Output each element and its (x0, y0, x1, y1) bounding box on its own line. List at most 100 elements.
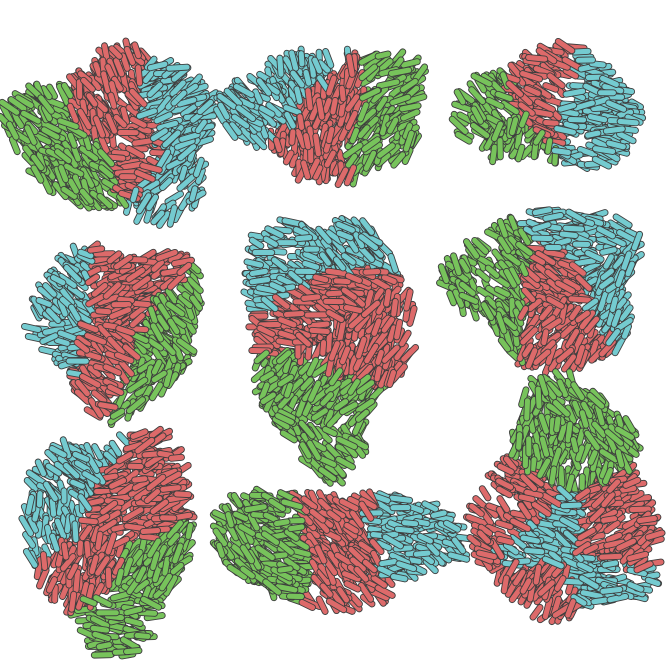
bacterium-cell (167, 453, 185, 462)
bacterium-cell (325, 289, 344, 298)
bacterium-cell (362, 268, 382, 276)
bacterium-cell (67, 177, 80, 195)
bacterium-cell (90, 651, 115, 659)
bacterium-cell (125, 144, 146, 160)
bacterium-cell (282, 149, 295, 166)
colony-9 (462, 368, 666, 626)
bacterium-cell (128, 87, 148, 108)
bacterium-cell (113, 113, 128, 129)
bacterium-cell (358, 63, 379, 82)
colony-8 (209, 485, 478, 615)
bacterium-cell (389, 504, 412, 512)
bacterium-cell (294, 234, 314, 243)
bacterium-cell (276, 54, 285, 78)
bacterium-cell (35, 490, 44, 509)
bacterium-cell (60, 82, 74, 100)
bacterium-cell (104, 566, 113, 589)
bacterium-cell (30, 153, 45, 172)
bacterium-cell (356, 124, 371, 140)
colony-6 (436, 206, 645, 377)
bacterium-cell (344, 110, 359, 131)
bacterium-cell (164, 190, 184, 206)
bacterium-cell (139, 527, 162, 535)
bacterium-cell (66, 131, 78, 149)
bacterium-cell (97, 148, 116, 168)
bacterium-cell (131, 41, 142, 60)
bacterium-cell (139, 162, 163, 174)
bacterium-cell (97, 164, 115, 180)
colony-4 (21, 240, 205, 428)
bacterium-cell (308, 326, 331, 335)
bacterium-cell (390, 151, 407, 169)
bacterium-cell (404, 93, 428, 105)
bacterium-cell (178, 131, 201, 143)
bacterium-cell (75, 78, 84, 100)
bacterium-cell (76, 108, 93, 131)
bacterium-cell (5, 120, 20, 141)
bacterium-cell (251, 249, 276, 256)
bacterium-cell (123, 647, 143, 656)
bacterium-cell (496, 137, 504, 161)
colony-5 (240, 215, 420, 487)
bacterium-cell (319, 339, 328, 357)
bacterium-cell (7, 96, 28, 113)
bacterium-cell (597, 89, 617, 97)
bacterium-cell (116, 129, 140, 137)
colony-3 (448, 37, 647, 172)
bacterium-cell (412, 549, 432, 558)
colony-1 (0, 37, 221, 229)
bacterium-cell (302, 245, 321, 253)
bacterium-cell (135, 107, 158, 120)
bacterium-cell (156, 119, 179, 132)
bacterium-cell (135, 192, 153, 215)
bacterium-cell (192, 156, 205, 178)
bacterium-cell (222, 121, 239, 141)
bacterium-cell (571, 240, 592, 248)
bacterium-cell (178, 164, 189, 182)
bacterium-cell (374, 50, 392, 60)
bacterium-cell (159, 177, 174, 192)
bacterium-cell (146, 60, 169, 72)
bacterium-cell (169, 79, 187, 98)
colony-2 (213, 45, 429, 189)
bacterium-cell (20, 109, 42, 125)
bacterium-cell (249, 131, 268, 151)
bacterium-cell (118, 173, 138, 181)
bacterium-cell (112, 57, 126, 78)
bacterium-cell (116, 193, 130, 209)
bacterium-cell (94, 307, 112, 316)
bacterium-cell (23, 124, 38, 146)
bacterium-cell (126, 462, 145, 471)
bacterium-cell (217, 101, 231, 121)
bacterium-cell (338, 84, 347, 103)
bacterium-cell (283, 310, 306, 318)
bacterium-cell (37, 94, 55, 115)
bacterium-cell (40, 126, 61, 141)
bacterium-cell (159, 514, 178, 522)
bacterium-cell (402, 129, 415, 153)
bacterium-cell (85, 92, 99, 108)
bacterium-cell (146, 81, 164, 98)
bacterium-cell (153, 111, 174, 125)
bacterium-cell (65, 357, 90, 365)
bacterium-cell (123, 45, 136, 66)
bacterium-cell (56, 117, 80, 130)
bacterium-cell (145, 193, 160, 212)
bacterium-cell (80, 76, 96, 93)
bacterium-cell (566, 116, 588, 124)
bacterium-cell (8, 136, 21, 156)
bacterium-cell (104, 112, 118, 135)
bacterium-cell (297, 50, 306, 68)
bacterium-cell (194, 118, 208, 135)
bacterium-cell (575, 56, 596, 64)
bacterium-cell (21, 322, 42, 334)
bacterium-cell (108, 45, 123, 60)
bacterium-cell (150, 209, 166, 226)
bacterium-cell (54, 148, 73, 165)
bacterium-cell (96, 192, 114, 210)
bacterium-cell (170, 89, 188, 107)
bacterium-cell (188, 185, 199, 203)
bacterium-cell (323, 149, 337, 169)
bacterium-cell (0, 98, 21, 116)
